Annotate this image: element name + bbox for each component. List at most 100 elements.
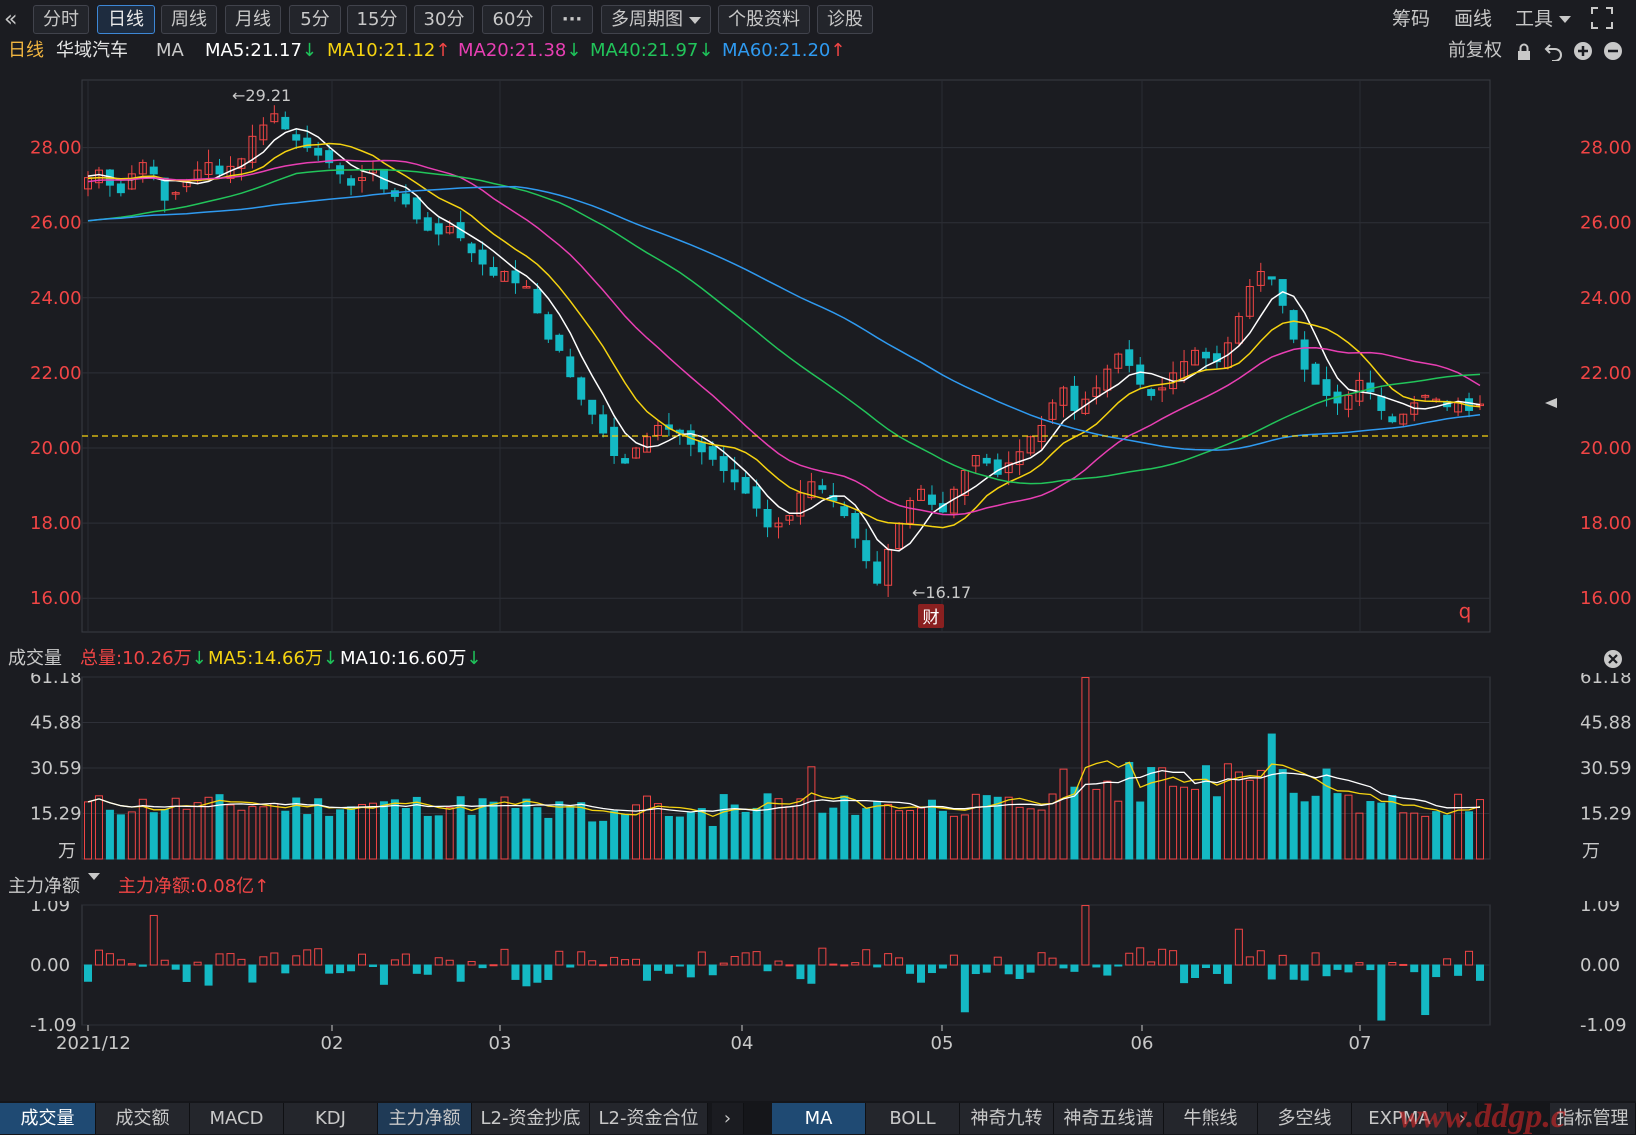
volume-title[interactable]: 成交量 xyxy=(8,648,62,669)
close-volume-icon[interactable] xyxy=(1603,649,1623,678)
tab-magic-five[interactable]: 神奇五线谱 xyxy=(1054,1103,1164,1134)
tab-ma[interactable]: MA xyxy=(772,1103,866,1134)
candle-body xyxy=(1158,387,1167,391)
candle-body xyxy=(281,116,290,130)
tab-boll[interactable]: BOLL xyxy=(866,1103,960,1134)
volume-bar xyxy=(171,797,180,860)
volume-bar xyxy=(1136,801,1145,860)
volume-bar xyxy=(1465,811,1474,860)
candle-body xyxy=(971,455,980,467)
flow-bar xyxy=(193,961,202,966)
volume-chart[interactable]: 61.18 61.18 45.88 45.88 30.59 30.59 15.29 15.29… xyxy=(0,673,1636,863)
volume-bar xyxy=(906,810,915,860)
tab-more-right[interactable]: › xyxy=(1448,1103,1478,1134)
flow-bar xyxy=(566,964,575,968)
chips-button[interactable]: 筹码 xyxy=(1392,8,1431,30)
tab-30min[interactable]: 30分 xyxy=(414,5,474,34)
volume-bar xyxy=(1399,812,1408,860)
tab-magic-nine[interactable]: 神奇九转 xyxy=(960,1103,1054,1134)
stock-info-button[interactable]: 个股资料 xyxy=(718,5,810,34)
flow-bar xyxy=(1245,956,1254,966)
price-tick-right: 24.00 xyxy=(1580,288,1632,309)
flow-bar xyxy=(1015,964,1024,979)
flow-bar xyxy=(1191,964,1200,979)
tab-kdj[interactable]: KDJ xyxy=(284,1103,378,1134)
flow-bar xyxy=(467,961,476,966)
tab-macd[interactable]: MACD xyxy=(190,1103,284,1134)
candle-body xyxy=(807,481,816,499)
ma60-line xyxy=(87,185,1481,451)
flow-title-dropdown[interactable]: 主力净额 xyxy=(8,873,100,901)
volume-bar xyxy=(1212,796,1221,860)
tab-l2-position[interactable]: L2-资金合位 xyxy=(590,1103,708,1134)
volume-bar xyxy=(248,806,257,860)
flow-bar xyxy=(325,964,334,974)
tab-volume[interactable]: 成交量 xyxy=(0,1103,96,1134)
tab-long-short[interactable]: 多空线 xyxy=(1258,1103,1352,1134)
multi-period-label: 多周期图 xyxy=(611,9,683,30)
tab-l2-bottom[interactable]: L2-资金抄底 xyxy=(472,1103,590,1134)
flow-bar xyxy=(1366,964,1375,971)
flow-bar xyxy=(149,914,158,966)
tab-daily[interactable]: 日线 xyxy=(97,5,155,34)
top-toolbar: « 分时 日线 周线 月线 5分 15分 30分 60分 ··· 多周期图 个股… xyxy=(0,0,1636,38)
more-periods-button[interactable]: ··· xyxy=(551,5,593,34)
flow-bar xyxy=(642,964,651,981)
flow-bar xyxy=(226,953,235,966)
tab-5min[interactable]: 5分 xyxy=(289,5,341,34)
tools-dropdown[interactable]: 工具 xyxy=(1515,5,1572,34)
flow-bar xyxy=(1432,964,1441,978)
tab-indicator-manage[interactable]: 指标管理 xyxy=(1550,1103,1636,1134)
tab-bull-bear[interactable]: 牛熊线 xyxy=(1164,1103,1258,1134)
flow-bar xyxy=(1223,964,1232,984)
price-tick-left: 16.00 xyxy=(30,588,82,609)
tab-weekly[interactable]: 周线 xyxy=(161,5,217,34)
ma20-value: MA20:21.38↓ xyxy=(458,40,582,61)
flow-bar xyxy=(127,963,136,966)
arrow-down-icon: ↓ xyxy=(322,648,338,669)
flow-bar xyxy=(807,964,816,984)
flow-bar xyxy=(993,956,1002,966)
volume-bar xyxy=(511,807,520,860)
candle-body xyxy=(94,169,103,184)
flow-bar xyxy=(621,959,630,966)
flow-bar xyxy=(1278,954,1287,966)
flow-bar xyxy=(544,964,553,980)
candle-body xyxy=(116,183,125,194)
volume-bar xyxy=(149,812,158,860)
zoom-out-icon[interactable] xyxy=(1603,41,1623,70)
draw-line-button[interactable]: 画线 xyxy=(1454,8,1493,30)
volume-bar xyxy=(829,807,838,860)
volume-bar xyxy=(741,811,750,860)
flow-bar xyxy=(1333,964,1342,970)
volume-bar xyxy=(347,806,356,860)
indicator-name[interactable]: MA xyxy=(156,40,184,61)
price-tick-right: 18.00 xyxy=(1580,513,1632,534)
tab-60min[interactable]: 60分 xyxy=(482,5,544,34)
adjust-mode[interactable]: 前复权 xyxy=(1448,40,1502,61)
tab-turnover[interactable]: 成交额 xyxy=(96,1103,190,1134)
flow-bar xyxy=(511,964,520,980)
tab-15min[interactable]: 15分 xyxy=(347,5,407,34)
tab-monthly[interactable]: 月线 xyxy=(225,5,281,34)
volume-bar xyxy=(708,825,717,860)
flow-bar xyxy=(686,964,695,978)
diagnose-button[interactable]: 诊股 xyxy=(817,5,873,34)
volume-bar xyxy=(1191,788,1200,860)
volume-bar xyxy=(632,804,641,860)
zoom-in-icon[interactable] xyxy=(1573,41,1593,70)
candle-body xyxy=(719,456,728,472)
chevron-right-icon[interactable]: › xyxy=(712,1103,744,1134)
lock-icon[interactable] xyxy=(1515,42,1533,70)
tab-main-flow[interactable]: 主力净额 xyxy=(378,1103,472,1134)
undo-icon[interactable] xyxy=(1544,41,1564,70)
fullscreen-icon[interactable] xyxy=(1590,6,1614,35)
price-chart[interactable]: 28.00 28.00 26.00 26.00 24.00 24.00 22.00 22.00… xyxy=(0,66,1636,634)
double-chevron-left-icon[interactable]: « xyxy=(4,7,18,32)
flow-bar xyxy=(873,964,882,968)
tab-intraday[interactable]: 分时 xyxy=(33,5,89,34)
tab-expma[interactable]: EXPMA xyxy=(1352,1103,1448,1134)
multi-period-dropdown[interactable]: 多周期图 xyxy=(601,5,711,34)
flow-bar xyxy=(1070,964,1079,972)
